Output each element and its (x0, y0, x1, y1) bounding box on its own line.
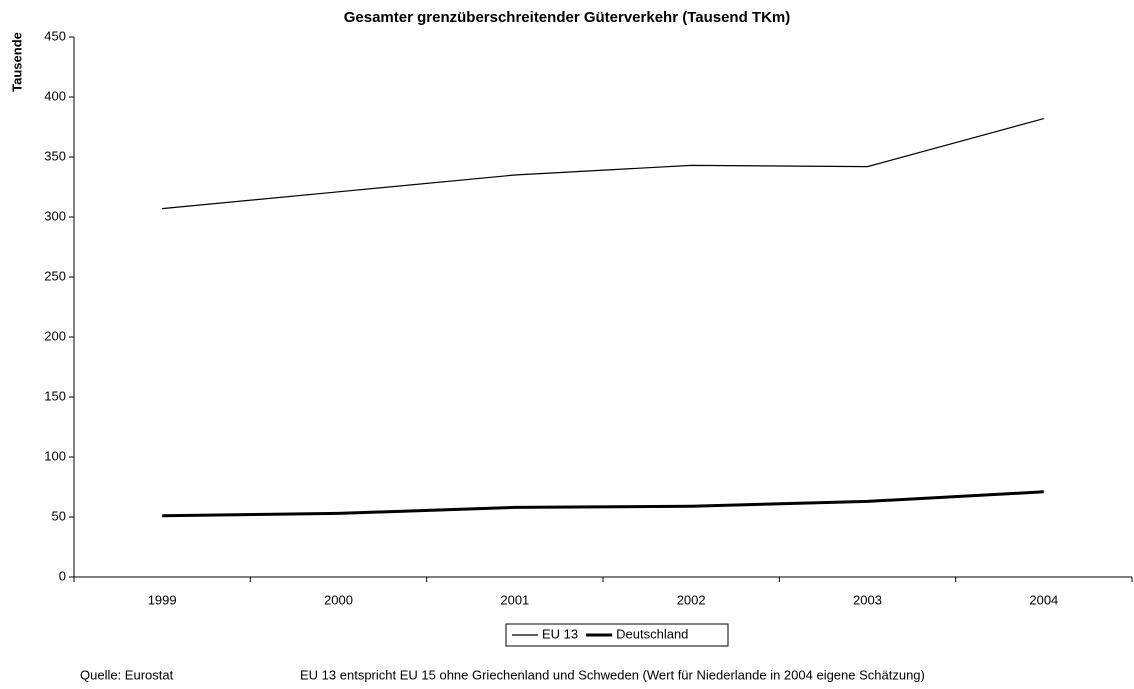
y-tick-label: 350 (44, 148, 66, 163)
y-tick-label: 150 (44, 388, 66, 403)
x-tick-label: 2003 (853, 592, 882, 607)
x-tick-label: 2000 (324, 592, 353, 607)
y-tick-label: 400 (44, 88, 66, 103)
x-tick-label: 2002 (677, 592, 706, 607)
legend-box (505, 623, 729, 647)
footnote: EU 13 entspricht EU 15 ohne Griechenland… (300, 667, 925, 682)
y-axis-title: Tausende (9, 32, 24, 92)
y-tick-label: 100 (44, 448, 66, 463)
series-line (162, 118, 1044, 210)
y-tick-label: 450 (44, 28, 66, 43)
legend-label: Deutschland (616, 626, 688, 641)
source-note: Quelle: Eurostat (80, 667, 174, 682)
y-tick-label: 50 (52, 508, 66, 523)
y-tick-label: 250 (44, 268, 66, 283)
x-tick-label: 1999 (148, 592, 177, 607)
series-line (162, 490, 1044, 518)
y-tick-label: 300 (44, 208, 66, 223)
x-tick-label: 2004 (1029, 592, 1058, 607)
x-tick-label: 2001 (500, 592, 529, 607)
chart-title: Gesamter grenzüberschreitender Güterverk… (344, 9, 791, 26)
legend-label: EU 13 (542, 626, 578, 641)
y-tick-label: 200 (44, 328, 66, 343)
y-tick-label: 0 (59, 568, 66, 583)
